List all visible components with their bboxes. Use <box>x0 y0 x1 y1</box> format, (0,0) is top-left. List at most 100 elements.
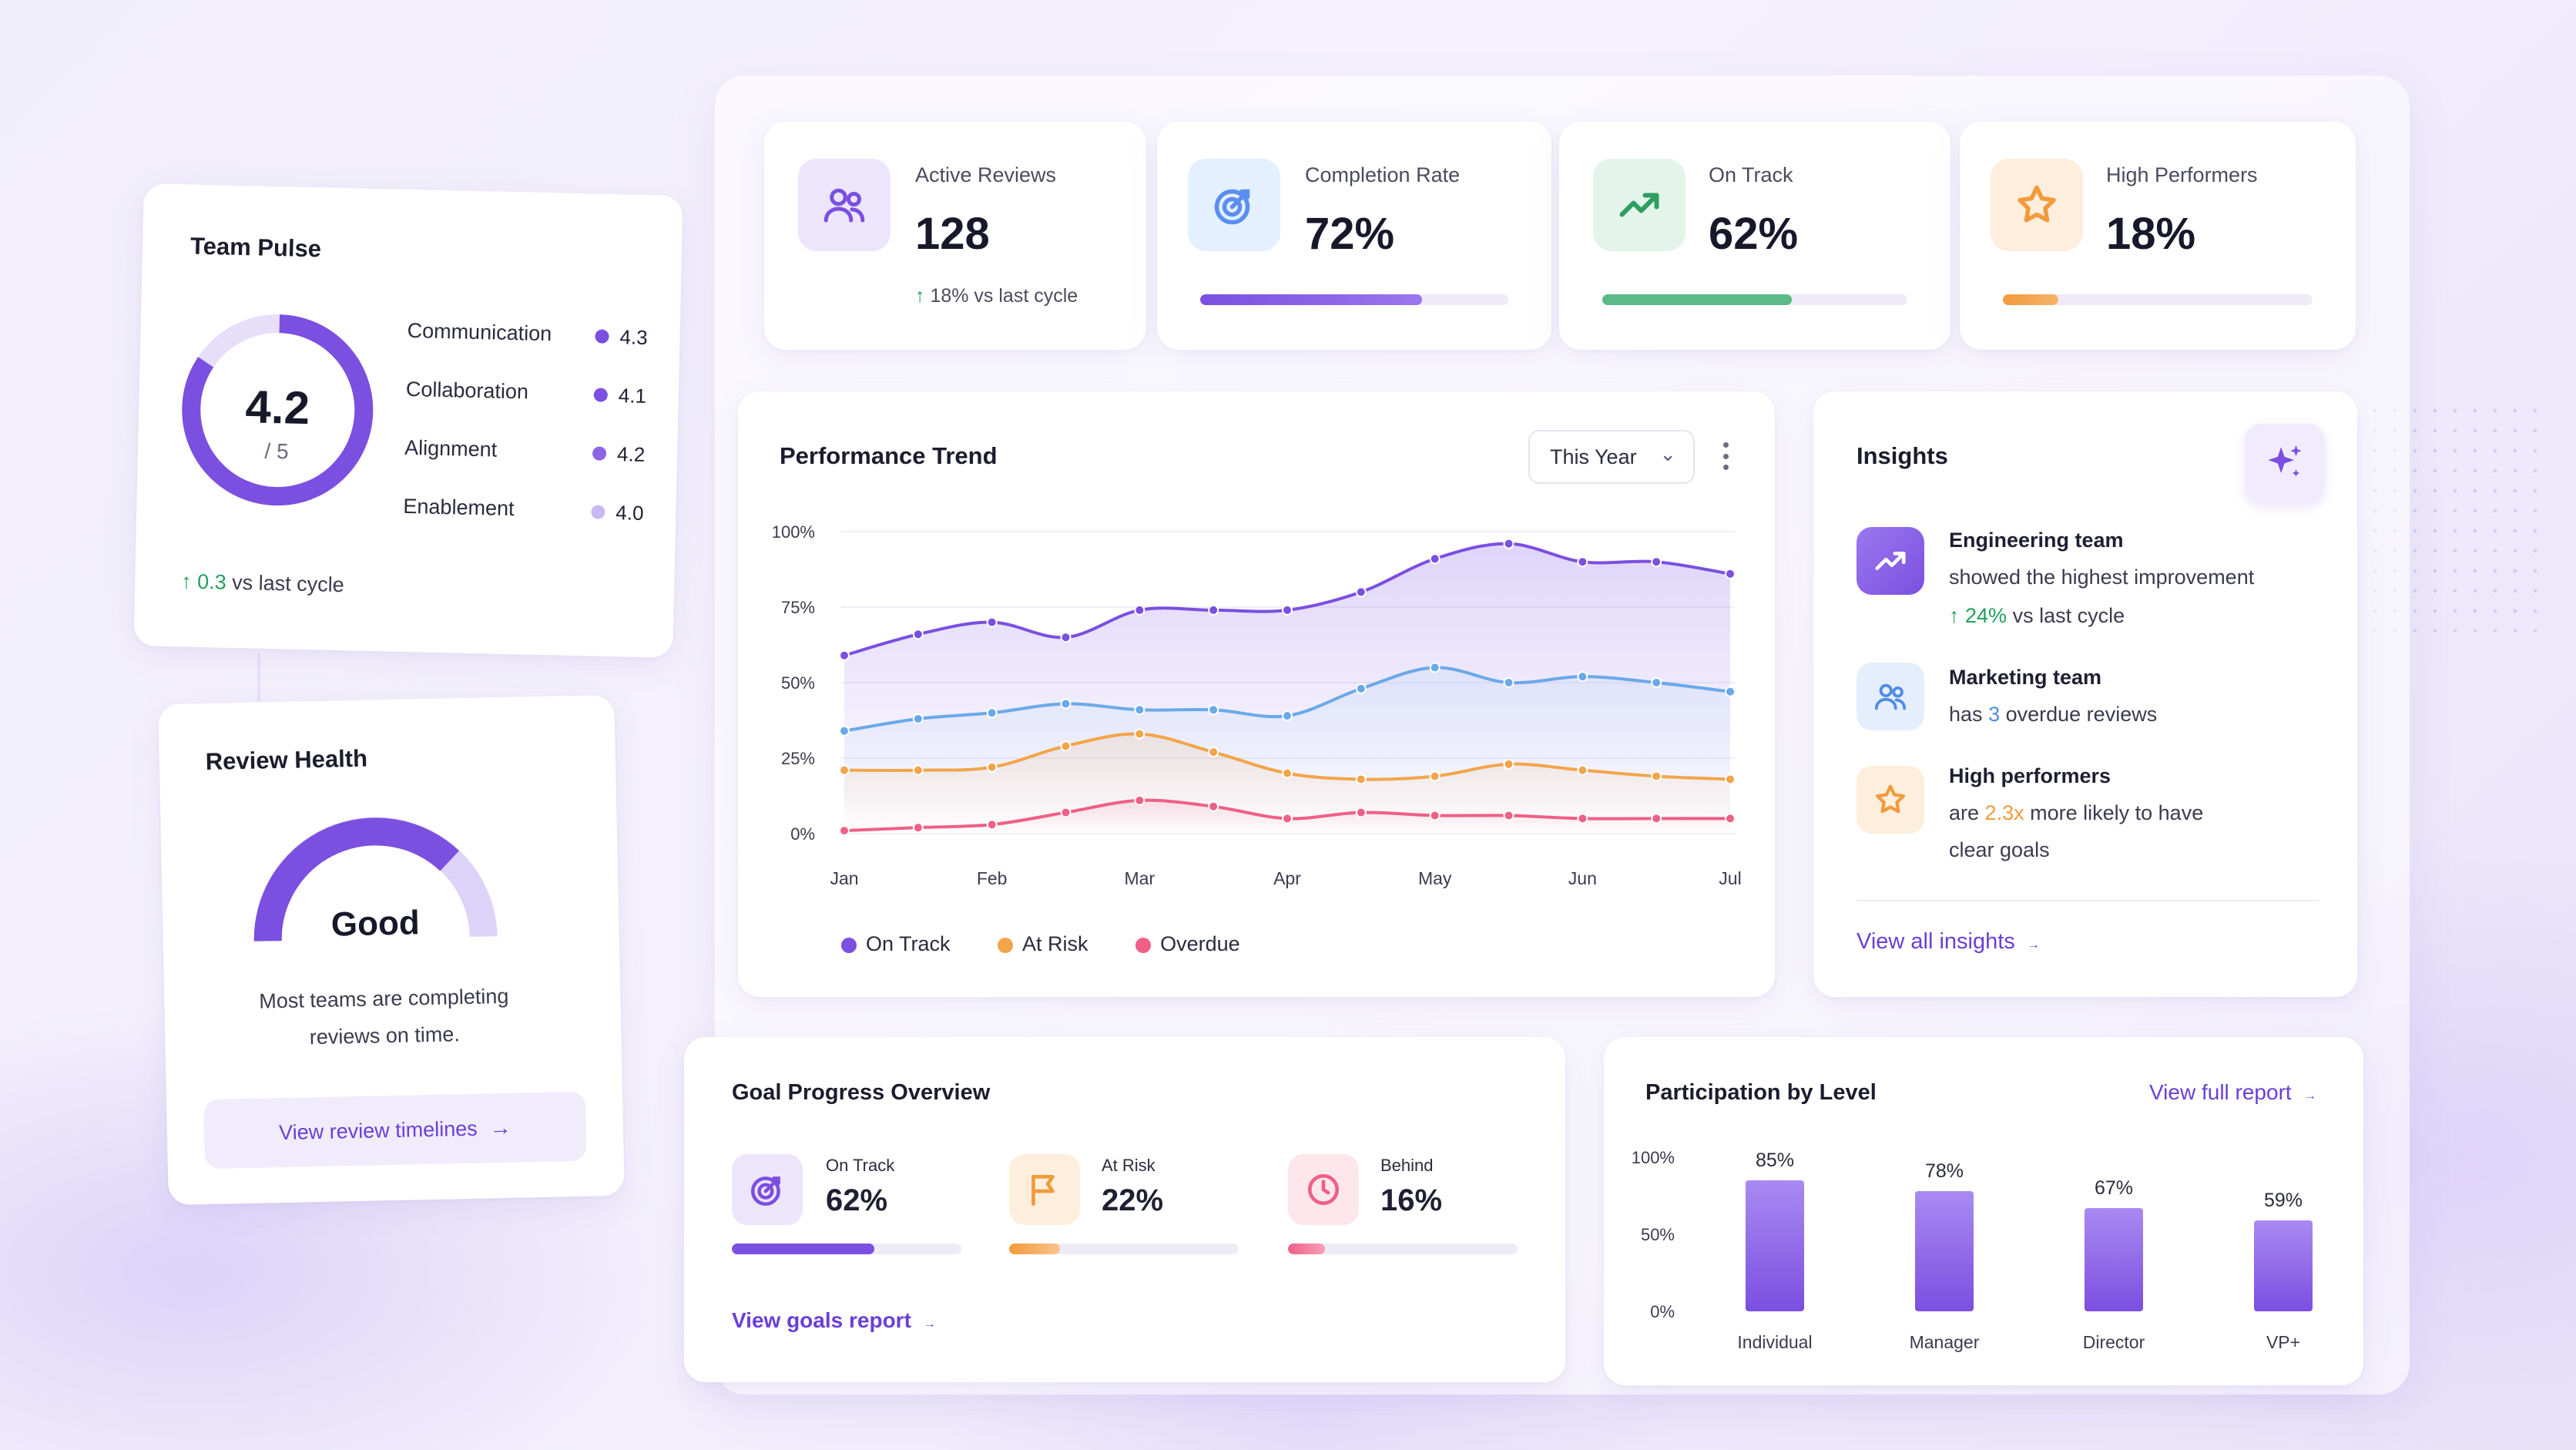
pulse-dot <box>595 329 609 344</box>
data-point <box>1355 586 1367 598</box>
data-point <box>986 707 998 719</box>
arrow-right-icon: → <box>2027 938 2040 952</box>
x-tick-label: Jan <box>830 868 858 888</box>
view-full-report-link[interactable]: View full report → <box>2149 1080 2316 1105</box>
data-point <box>986 616 998 628</box>
data-point <box>1577 813 1588 824</box>
data-point <box>839 649 850 661</box>
kpi-label: Active Reviews <box>915 163 1057 186</box>
insight-title: Engineering team <box>1949 529 2124 552</box>
x-tick-label: Individual <box>1737 1332 1812 1352</box>
x-tick-label: May <box>1418 868 1452 888</box>
insight-delta-value: 24% <box>1965 604 2007 627</box>
data-point <box>839 825 850 837</box>
y-tick-label: 100% <box>1632 1148 1675 1167</box>
legend-item: On Track <box>841 932 951 955</box>
insight-text-pre: has <box>1949 703 1983 726</box>
team-pulse-card: Team Pulse 4.2 / 5 Communication 4.3 Col… <box>133 183 683 658</box>
view-goals-report-link[interactable]: View goals report → <box>732 1308 936 1333</box>
pulse-value: 4.2 <box>616 442 646 466</box>
y-tick-label: 25% <box>781 749 815 768</box>
pulse-row: Enablement 4.0 <box>402 495 644 559</box>
y-tick-label: 100% <box>772 522 815 542</box>
data-point <box>1577 764 1588 776</box>
data-point <box>1429 662 1441 673</box>
team-pulse-title: Team Pulse <box>190 232 322 263</box>
pulse-dot <box>593 388 609 402</box>
pulse-label: Alignment <box>404 435 498 462</box>
insight-text: clear goals <box>1949 838 2050 861</box>
x-tick-label: Apr <box>1273 868 1301 888</box>
data-point <box>1725 813 1736 824</box>
review-health-status: Good <box>330 904 421 944</box>
participation-card: Participation by Level View full report →… <box>1604 1037 2363 1385</box>
more-options-icon[interactable] <box>1716 438 1735 475</box>
y-tick-label: 0% <box>1650 1302 1675 1321</box>
bar <box>2254 1220 2313 1311</box>
data-point <box>1060 740 1072 752</box>
view-full-report-label: View full report <box>2149 1080 2292 1104</box>
kpi-value: 18% <box>2106 209 2196 259</box>
y-tick-label: 75% <box>781 598 815 617</box>
legend-label: At Risk <box>1022 932 1088 955</box>
participation-chart: 100% 50% 0% 85% Individual 78% Manager 67% Direc… <box>1632 1148 2313 1352</box>
view-review-timelines-button[interactable]: View review timelines → <box>203 1091 587 1170</box>
pulse-value: 4.1 <box>618 384 647 408</box>
y-tick-label: 50% <box>781 673 815 693</box>
insight-highlight: 3 <box>1988 703 2001 726</box>
insight-title: High performers <box>1949 764 2111 787</box>
data-point <box>1651 677 1662 688</box>
trend-legend: On Track At Risk Overdue <box>841 932 1240 956</box>
team-pulse-delta: ↑ 0.3 vs last cycle <box>181 569 344 597</box>
kpi-label: Completion Rate <box>1305 163 1461 186</box>
data-point <box>1503 538 1514 549</box>
data-point <box>1134 728 1145 740</box>
kpi-completion-rate: Completion Rate 72% <box>1157 122 1551 350</box>
insight-delta: ↑ 24% vs last cycle <box>1949 604 2125 628</box>
sparkle-icon[interactable] <box>2245 424 2325 504</box>
y-tick-label: 50% <box>1641 1225 1675 1244</box>
kpi-value: 128 <box>915 209 990 259</box>
pulse-row: Alignment 4.2 <box>404 435 646 500</box>
goal-item: At Risk 22% <box>1009 1154 1240 1262</box>
x-tick-label: Feb <box>977 868 1008 888</box>
data-point <box>1282 710 1293 722</box>
performance-trend-chart: 100% 75% 50% 25% 0% Jan Feb Mar Apr May Jun Jul <box>772 522 1742 888</box>
insight-delta-text: vs last cycle <box>2012 604 2125 627</box>
data-point <box>1429 553 1441 565</box>
insights-card: Insights Engineering team showed the hig… <box>1813 391 2357 997</box>
insight-highlight: 2.3x <box>1984 801 2024 824</box>
goal-label: On Track <box>826 1156 895 1175</box>
review-health-gauge <box>253 817 498 941</box>
bar-value-label: 78% <box>1925 1160 1964 1182</box>
kpi-label: High Performers <box>2106 163 2258 186</box>
data-point <box>1208 704 1219 716</box>
kpi-progress-fill <box>1200 294 1422 305</box>
data-point <box>912 822 924 834</box>
team-pulse-score: 4.2 <box>244 381 310 435</box>
review-health-title: Review Health <box>205 744 368 775</box>
review-health-description: Most teams are completing reviews on tim… <box>258 984 509 1049</box>
data-point <box>1725 774 1736 785</box>
data-point <box>1503 810 1514 821</box>
kpi-sub: ↑ 18% vs last cycle <box>915 285 1078 307</box>
legend-item: At Risk <box>998 932 1088 955</box>
insight-text-post: overdue reviews <box>2005 703 2158 726</box>
view-all-insights-link[interactable]: View all insights → <box>1857 929 2040 955</box>
review-health-card: Review Health Good Most teams are comple… <box>158 694 625 1206</box>
insight-title: Marketing team <box>1949 666 2102 689</box>
team-pulse-delta-value: 0.3 <box>196 569 227 594</box>
kpi-high-performers: High Performers 18% <box>1960 122 2356 350</box>
insights-title: Insights <box>1857 442 1948 469</box>
participation-title: Participation by Level <box>1645 1080 1877 1105</box>
arrow-up-icon: ↑ <box>1949 604 1960 627</box>
card-connector <box>257 653 260 701</box>
insight-text: has 3 overdue reviews <box>1949 703 2157 727</box>
goal-progress-card: Goal Progress Overview On Track 62% At R… <box>684 1037 1565 1382</box>
data-point <box>986 819 998 831</box>
bar <box>1746 1180 1804 1311</box>
arrow-right-icon: → <box>2303 1089 2316 1103</box>
x-tick-label: Mar <box>1125 868 1156 888</box>
pulse-value: 4.0 <box>615 501 644 525</box>
period-select[interactable]: This Year ⌄ <box>1528 430 1695 484</box>
